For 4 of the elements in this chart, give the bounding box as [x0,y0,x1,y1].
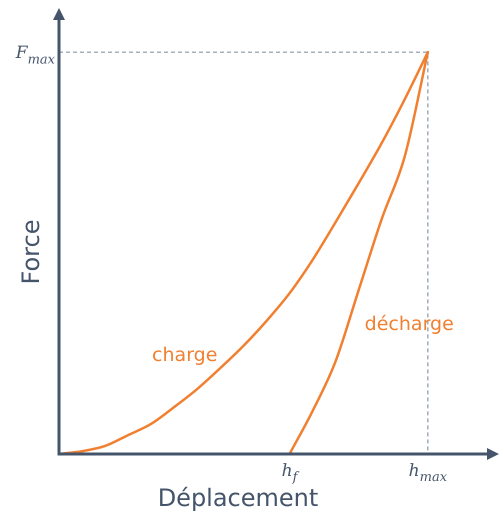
series-label: charge [152,344,218,366]
y-axis-title: Force [17,220,46,284]
series-label: décharge [364,313,454,335]
x-axis-title: Déplacement [158,484,318,512]
